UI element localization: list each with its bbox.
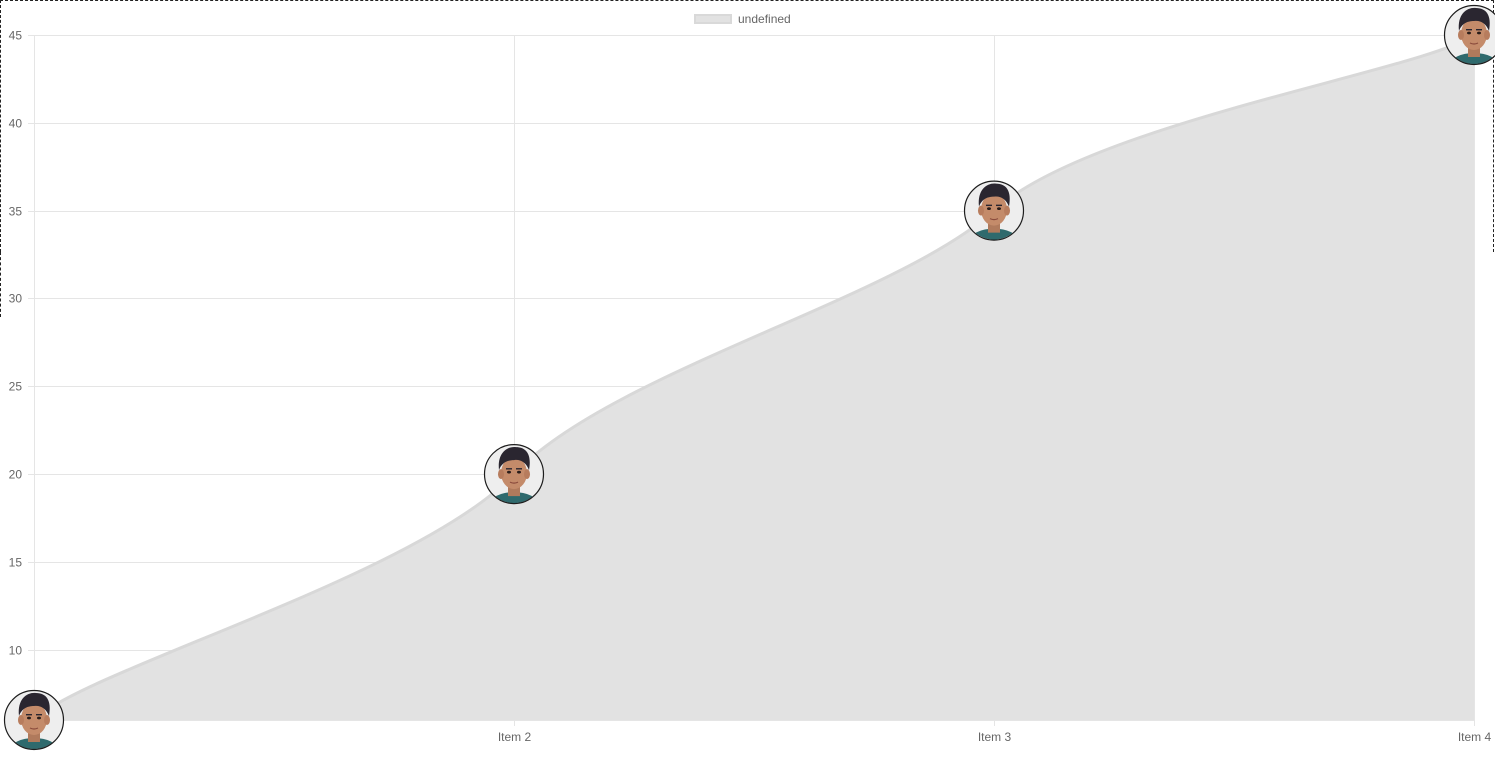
x-tick-label: Item 4 <box>1458 730 1492 744</box>
y-tick-label: 15 <box>9 556 23 570</box>
data-point <box>483 444 545 505</box>
avatar-icon <box>485 445 543 504</box>
y-tick-label: 10 <box>9 644 23 658</box>
y-tick-label: 45 <box>9 29 23 43</box>
data-point <box>963 180 1025 241</box>
data-point <box>1443 4 1495 66</box>
x-tick-label: Item 3 <box>978 730 1012 744</box>
avatar-icon <box>5 691 63 749</box>
legend-label: undefined <box>738 12 791 26</box>
legend[interactable]: undefined <box>694 11 791 27</box>
y-tick-label: 40 <box>9 117 23 131</box>
x-tick-label: Item 2 <box>498 730 532 744</box>
avatar-icon <box>965 181 1023 240</box>
avatar-icon <box>1445 6 1495 64</box>
y-tick-label: 35 <box>9 205 23 219</box>
area-series <box>32 33 1475 722</box>
data-point <box>3 689 65 751</box>
y-tick-label: 30 <box>9 292 23 306</box>
y-tick-label: 20 <box>9 468 23 482</box>
y-tick-label: 25 <box>9 380 23 394</box>
series-line <box>32 33 1475 722</box>
data-points <box>3 4 1495 751</box>
axes: 10 15 20 25 30 35 40 45 Item 2 Item 3 Item 4 <box>9 29 1492 745</box>
legend-swatch <box>694 14 732 24</box>
area-fill <box>34 35 1474 720</box>
